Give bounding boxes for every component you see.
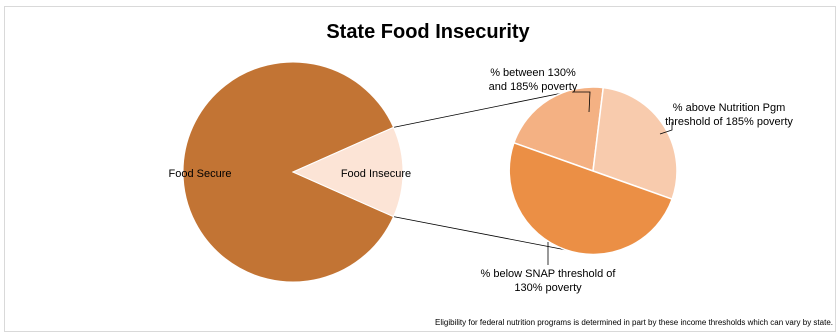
chart-title: State Food Insecurity bbox=[326, 21, 530, 43]
slice-above-185 bbox=[592, 86, 678, 201]
chart-area bbox=[4, 6, 836, 332]
label-food-insecure: Food Insecure bbox=[341, 168, 411, 180]
label-food-secure: Food Secure bbox=[169, 168, 232, 180]
slice-food-secure bbox=[182, 61, 395, 283]
leader-above bbox=[659, 122, 673, 135]
footnote: Eligibility for federal nutrition progra… bbox=[435, 318, 833, 327]
slice-labels: Food Secure Food Insecure % between 130% an… bbox=[169, 67, 794, 294]
slice-below-130 bbox=[508, 141, 674, 256]
connector-lines bbox=[393, 87, 588, 255]
slice-food-insecure bbox=[291, 126, 404, 218]
label-below-130: % below SNAP threshold of 130% poverty bbox=[481, 268, 617, 294]
connector-bottom bbox=[393, 216, 588, 255]
breakdown-pie bbox=[508, 86, 678, 256]
connector-top bbox=[393, 87, 588, 128]
main-pie bbox=[182, 61, 404, 283]
leader-between bbox=[573, 91, 591, 113]
label-between-130-185: % between 130% and 185% poverty bbox=[489, 67, 578, 93]
label-above-185: % above Nutrition Pgm threshold of 185% p… bbox=[665, 102, 793, 128]
